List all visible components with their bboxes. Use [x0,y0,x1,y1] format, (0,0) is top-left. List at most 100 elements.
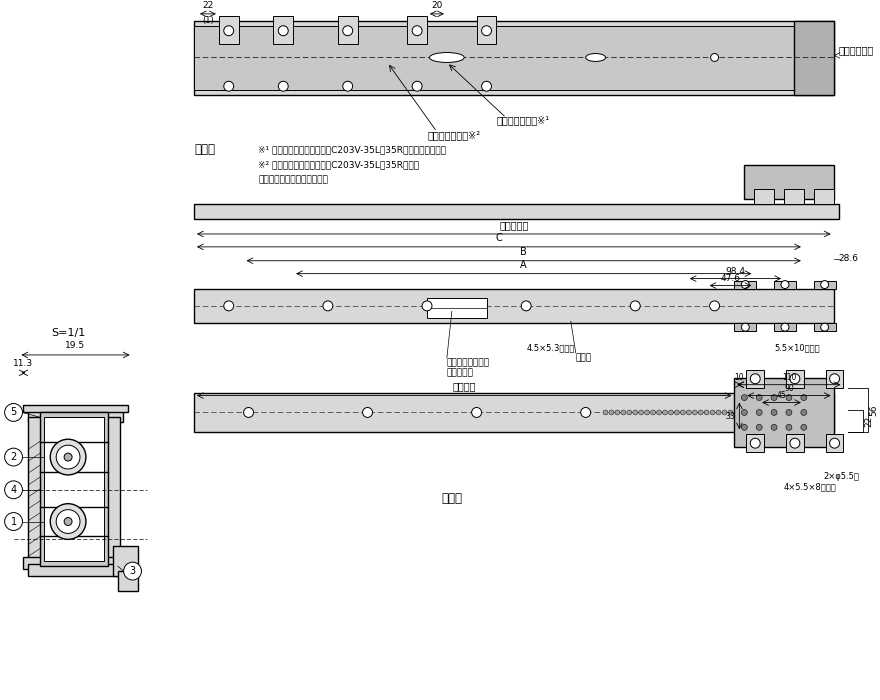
Circle shape [756,410,762,415]
Circle shape [801,410,807,415]
Circle shape [4,403,23,421]
Circle shape [786,410,792,415]
Text: B: B [520,247,527,257]
Circle shape [821,281,829,288]
Text: 11.3: 11.3 [13,359,33,368]
Bar [28,410,122,422]
Text: ガイドボール: ガイドボール [839,46,874,55]
Circle shape [830,438,840,448]
Circle shape [581,407,590,417]
Bar [774,281,796,288]
Text: 22: 22 [864,416,873,427]
Circle shape [481,26,492,36]
Text: 90: 90 [784,384,794,393]
Bar [825,370,844,388]
Circle shape [741,395,747,400]
Bar [44,417,104,561]
Bar [784,190,803,204]
Text: レール長さ: レール長さ [499,220,529,230]
Text: レバー: レバー [576,353,592,362]
Text: 22: 22 [202,1,214,10]
Circle shape [716,410,721,415]
Circle shape [656,410,662,415]
Bar [194,393,833,433]
Text: 5: 5 [11,407,17,417]
Circle shape [663,410,668,415]
Circle shape [521,301,532,311]
Text: C: C [495,233,502,243]
Circle shape [609,410,614,415]
Circle shape [56,445,80,469]
Circle shape [4,512,23,531]
Bar [786,434,803,452]
Bar [194,288,833,323]
Circle shape [123,562,142,580]
Circle shape [224,81,234,91]
Text: 110: 110 [781,372,796,382]
Text: 1: 1 [11,517,17,526]
Circle shape [56,510,80,533]
Bar [24,557,128,569]
Text: 19.5: 19.5 [65,341,85,350]
Bar [338,16,357,43]
Circle shape [728,410,733,415]
Text: ※¹ のアクセスホールは品番C203V-35L、35Rにはありません。: ※¹ のアクセスホールは品番C203V-35L、35Rにはありません。 [259,145,446,154]
Text: ※² のアクセスホールは品番C203V-35L、35Rのみ。: ※² のアクセスホールは品番C203V-35L、35Rのみ。 [259,160,420,169]
Bar [814,190,833,204]
Bar [194,26,833,90]
Circle shape [633,410,638,415]
Circle shape [710,410,715,415]
Bar [194,204,839,219]
Bar [786,370,803,388]
Circle shape [741,424,747,430]
Circle shape [698,410,703,415]
Circle shape [412,26,422,36]
Circle shape [801,395,807,400]
Bar [194,21,833,95]
Circle shape [790,374,800,384]
Circle shape [751,438,760,448]
Text: 98.4: 98.4 [725,267,745,276]
Circle shape [50,504,86,540]
Circle shape [771,410,777,415]
Bar [735,281,756,288]
Circle shape [669,410,673,415]
Circle shape [615,410,620,415]
Circle shape [4,481,23,498]
Circle shape [363,407,372,417]
Circle shape [741,281,749,288]
Circle shape [722,410,727,415]
Circle shape [278,81,289,91]
Text: 2×φ5.5穴: 2×φ5.5穴 [824,472,860,481]
Bar [106,417,120,561]
Bar [744,164,833,200]
Circle shape [830,374,840,384]
Bar [746,434,764,452]
Circle shape [771,424,777,430]
Circle shape [711,53,719,62]
Text: 閉状態: 閉状態 [194,144,215,156]
Circle shape [630,301,641,311]
Text: 45: 45 [776,391,786,400]
Text: 4: 4 [11,485,17,495]
Circle shape [422,301,432,311]
Circle shape [756,395,762,400]
Circle shape [342,81,353,91]
Bar [774,323,796,331]
Circle shape [639,410,643,415]
Text: 移動距離: 移動距離 [452,382,476,391]
Circle shape [686,410,692,415]
Text: 10: 10 [735,372,744,382]
Circle shape [645,410,649,415]
Bar [113,546,137,576]
Ellipse shape [429,52,465,62]
Circle shape [412,81,422,91]
Circle shape [64,453,72,461]
Circle shape [751,374,760,384]
Circle shape [680,410,686,415]
Circle shape [603,410,608,415]
Text: S=1/1: S=1/1 [51,328,85,338]
Circle shape [472,407,481,417]
Bar [794,21,833,95]
Bar [407,16,427,43]
